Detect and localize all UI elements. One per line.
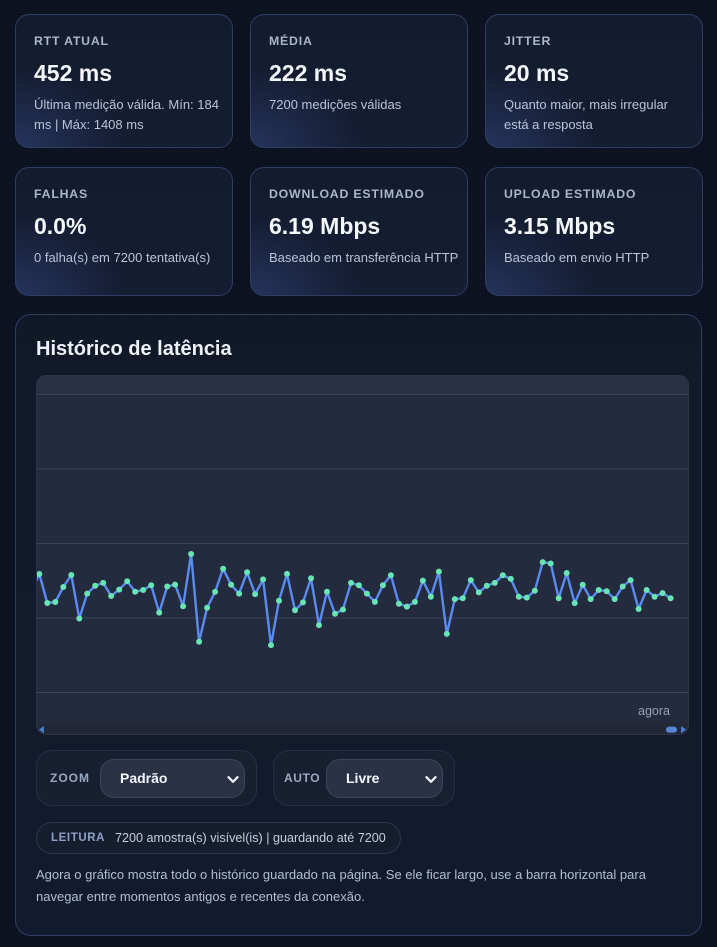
svg-text:agora: agora [638, 704, 670, 718]
